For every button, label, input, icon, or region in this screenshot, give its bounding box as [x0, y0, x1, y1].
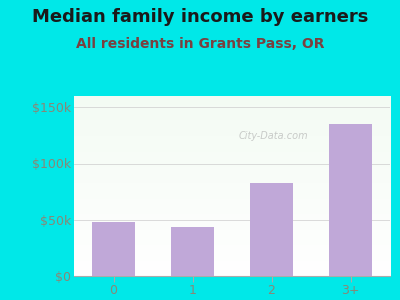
Bar	[92, 222, 135, 276]
Bar	[171, 226, 214, 276]
Text: All residents in Grants Pass, OR: All residents in Grants Pass, OR	[76, 38, 324, 52]
Bar	[329, 124, 372, 276]
Bar	[250, 183, 293, 276]
Text: City-Data.com: City-Data.com	[238, 130, 308, 141]
Text: Median family income by earners: Median family income by earners	[32, 8, 368, 26]
